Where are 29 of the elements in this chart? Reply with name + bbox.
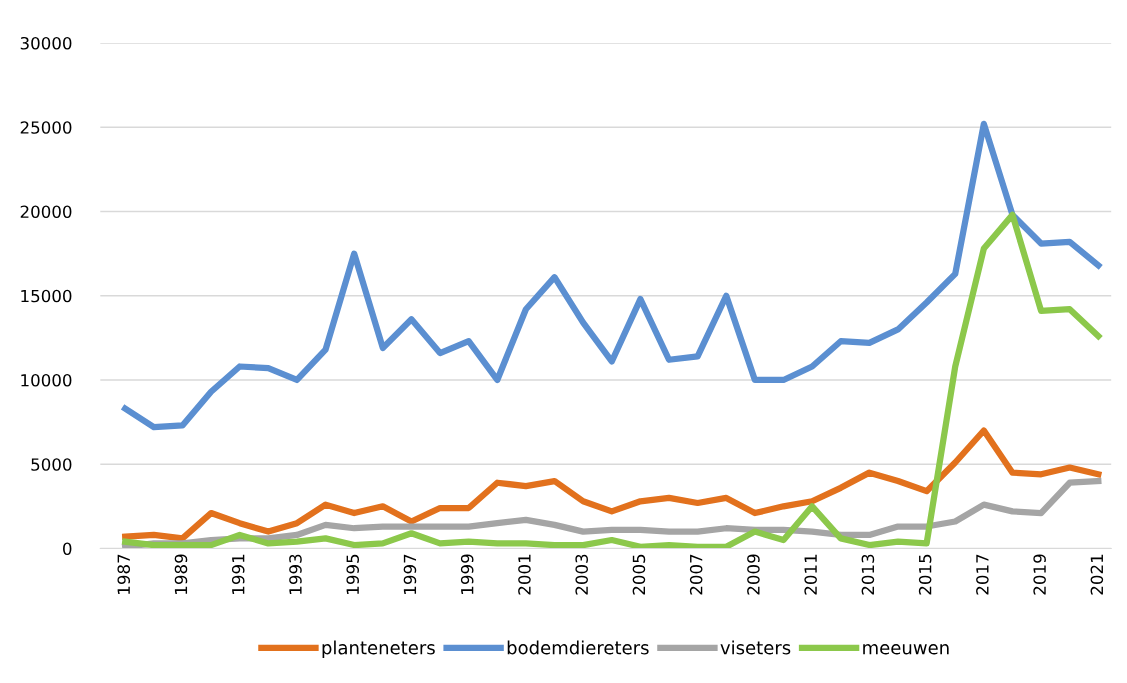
y-tick-label: 15000 bbox=[21, 289, 72, 303]
y-tick-label: 20000 bbox=[20, 205, 72, 219]
x-tick-label: 2003 bbox=[575, 554, 588, 595]
legend-label: meeuwen bbox=[863, 644, 949, 655]
y-tick-label: 30000 bbox=[20, 36, 72, 50]
legend-label: viseters bbox=[720, 640, 791, 655]
x-tick-label: 1989 bbox=[174, 554, 188, 594]
x-tick-label: 1995 bbox=[346, 554, 360, 594]
y-tick-label: 10000 bbox=[21, 373, 72, 387]
y-tick-label: 25000 bbox=[20, 121, 72, 134]
x-tick-label: 1999 bbox=[460, 554, 474, 594]
x-tick-label: 2005 bbox=[632, 554, 646, 595]
x-tick-label: 1991 bbox=[231, 554, 245, 594]
legend-label: planteneters bbox=[322, 640, 435, 658]
x-tick-label: 2015 bbox=[918, 554, 932, 595]
x-tick-label: 1997 bbox=[403, 554, 417, 594]
x-tick-label: 2011 bbox=[804, 554, 817, 595]
x-tick-label: 2017 bbox=[976, 554, 989, 595]
y-tick-label: 0 bbox=[63, 542, 72, 556]
x-tick-label: 2021 bbox=[1090, 554, 1104, 595]
x-tick-label: 2019 bbox=[1033, 554, 1046, 595]
x-tick-label: 2007 bbox=[689, 554, 703, 595]
x-tick-label: 1993 bbox=[289, 554, 302, 594]
legend-label: bodemdiereters bbox=[507, 640, 649, 655]
x-tick-label: 1987 bbox=[117, 554, 131, 594]
y-tick-label: 5000 bbox=[31, 458, 72, 471]
x-tick-label: 2013 bbox=[861, 554, 875, 595]
x-tick-label: 2001 bbox=[518, 554, 531, 595]
x-tick-label: 2009 bbox=[747, 554, 760, 595]
